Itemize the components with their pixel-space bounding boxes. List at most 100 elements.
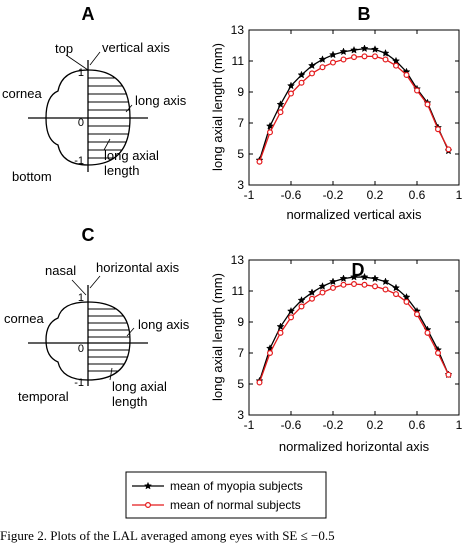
- data-point-normal: [340, 281, 347, 288]
- long-axial-line2: length: [112, 394, 147, 409]
- diagram-a-top-label: top: [55, 41, 73, 56]
- data-point-myopia: [297, 70, 306, 79]
- data-point-normal: [277, 109, 284, 116]
- data-point-myopia: [318, 282, 327, 290]
- data-point-myopia: [307, 61, 317, 70]
- data-point-myopia: [381, 277, 390, 286]
- diagram-a-bottom-label: bottom: [12, 169, 52, 184]
- y-axis-label: long axial length (mm): [210, 43, 225, 171]
- diagram-a-tick-0: 0: [78, 117, 84, 129]
- data-point-normal: [361, 53, 368, 60]
- y-tick-label: 7: [237, 116, 244, 130]
- series-line-normal: [258, 283, 450, 383]
- y-tick-label: 11: [232, 284, 245, 298]
- diagram-c-long-axis-label: long axis: [138, 317, 190, 332]
- x-tick-label: 0.2: [367, 188, 384, 202]
- figure-caption: Figure 2. Plots of the LAL averaged amon…: [0, 528, 335, 543]
- y-tick-label: 13: [231, 23, 245, 37]
- data-point-myopia: [360, 44, 369, 53]
- data-point-normal: [351, 54, 358, 61]
- data-point-normal: [445, 371, 452, 378]
- data-point-myopia: [339, 274, 348, 283]
- y-tick-label: 3: [237, 408, 244, 422]
- eye-diagram-vertical: top vertical axis cornea long axis botto…: [2, 40, 187, 184]
- x-tick-label: 1: [456, 188, 463, 202]
- data-point-myopia: [286, 306, 296, 315]
- data-point-normal: [382, 56, 389, 63]
- diagram-c-cornea-label: cornea: [4, 311, 45, 326]
- panel-label-a: A: [82, 4, 95, 24]
- data-point-normal: [288, 90, 295, 97]
- data-point-myopia: [381, 48, 390, 57]
- diagram-a-long-axial-length-label: long axial length: [104, 148, 163, 178]
- panel-label-c: C: [82, 225, 95, 245]
- plot-frame: [248, 259, 460, 416]
- data-point-myopia: [391, 56, 401, 65]
- legend-entry-label: mean of myopia subjects: [170, 479, 303, 493]
- diagram-a-cornea-label: cornea: [2, 86, 43, 101]
- legend-marker: [143, 481, 153, 490]
- data-point-myopia: [318, 55, 327, 63]
- data-point-normal: [372, 283, 379, 290]
- y-tick-label: 5: [237, 147, 244, 161]
- data-point-normal: [424, 329, 431, 336]
- y-axis-label: long axial length (mm): [210, 273, 225, 401]
- data-point-normal: [309, 70, 316, 77]
- data-point-normal: [319, 289, 326, 296]
- data-point-normal: [445, 146, 452, 153]
- data-point-normal: [288, 314, 295, 321]
- data-point-normal: [330, 59, 337, 66]
- long-axial-line1: long axial: [112, 379, 167, 394]
- legend-entry-label: mean of normal subjects: [170, 498, 301, 512]
- data-point-normal: [403, 71, 410, 78]
- x-tick-label: 0.6: [409, 418, 426, 432]
- data-point-myopia: [402, 292, 411, 301]
- data-point-myopia: [360, 272, 369, 281]
- legend: mean of myopia subjects mean of normal su…: [125, 471, 327, 519]
- y-tick-label: 5: [237, 377, 244, 391]
- data-point-normal: [435, 350, 442, 357]
- data-point-myopia: [276, 322, 285, 331]
- data-point-normal: [298, 303, 305, 310]
- data-point-myopia: [349, 45, 359, 54]
- diagram-c-temporal-label: temporal: [18, 389, 69, 404]
- long-axial-line1: long axial: [104, 148, 159, 163]
- long-axial-line2: length: [104, 163, 139, 178]
- series-line-myopia: [258, 47, 450, 161]
- x-axis-label: normalized horizontal axis: [279, 439, 430, 454]
- diagram-c-tick-1: 1: [78, 292, 84, 304]
- data-point-normal: [424, 101, 431, 108]
- data-point-normal: [351, 281, 358, 288]
- data-point-myopia: [297, 296, 306, 304]
- eye-outline: [45, 301, 131, 381]
- series-line-myopia: [258, 276, 450, 382]
- x-tick-label: -0.6: [281, 188, 302, 202]
- data-point-normal: [330, 284, 337, 291]
- data-point-myopia: [370, 45, 380, 53]
- plot-frame: [248, 29, 460, 186]
- diagram-c-tick-minus1: -1: [74, 377, 84, 389]
- data-point-normal: [382, 286, 389, 293]
- data-point-normal: [277, 329, 284, 336]
- panel-label-b: B: [358, 4, 371, 24]
- y-tick-label: 11: [232, 54, 245, 68]
- data-point-myopia: [286, 81, 296, 90]
- data-point-normal: [372, 53, 379, 60]
- diagram-c-tick-0: 0: [78, 343, 84, 355]
- diagram-a-vertical-axis-label: vertical axis: [102, 40, 170, 55]
- data-point-myopia: [339, 47, 348, 56]
- data-point-normal: [309, 295, 316, 302]
- data-point-normal: [319, 64, 326, 71]
- x-tick-label: -0.2: [323, 188, 344, 202]
- x-tick-label: -1: [244, 188, 255, 202]
- x-tick-label: 1: [456, 418, 463, 432]
- data-point-normal: [256, 379, 263, 386]
- y-tick-label: 3: [237, 178, 244, 192]
- data-point-myopia: [391, 283, 401, 292]
- data-point-myopia: [370, 274, 380, 283]
- eye-diagram-horizontal: nasal horizontal axis cornea long axis t…: [4, 260, 190, 409]
- diagram-a-long-axis-label: long axis: [135, 93, 187, 108]
- data-point-normal: [256, 158, 263, 165]
- data-point-myopia: [307, 288, 317, 296]
